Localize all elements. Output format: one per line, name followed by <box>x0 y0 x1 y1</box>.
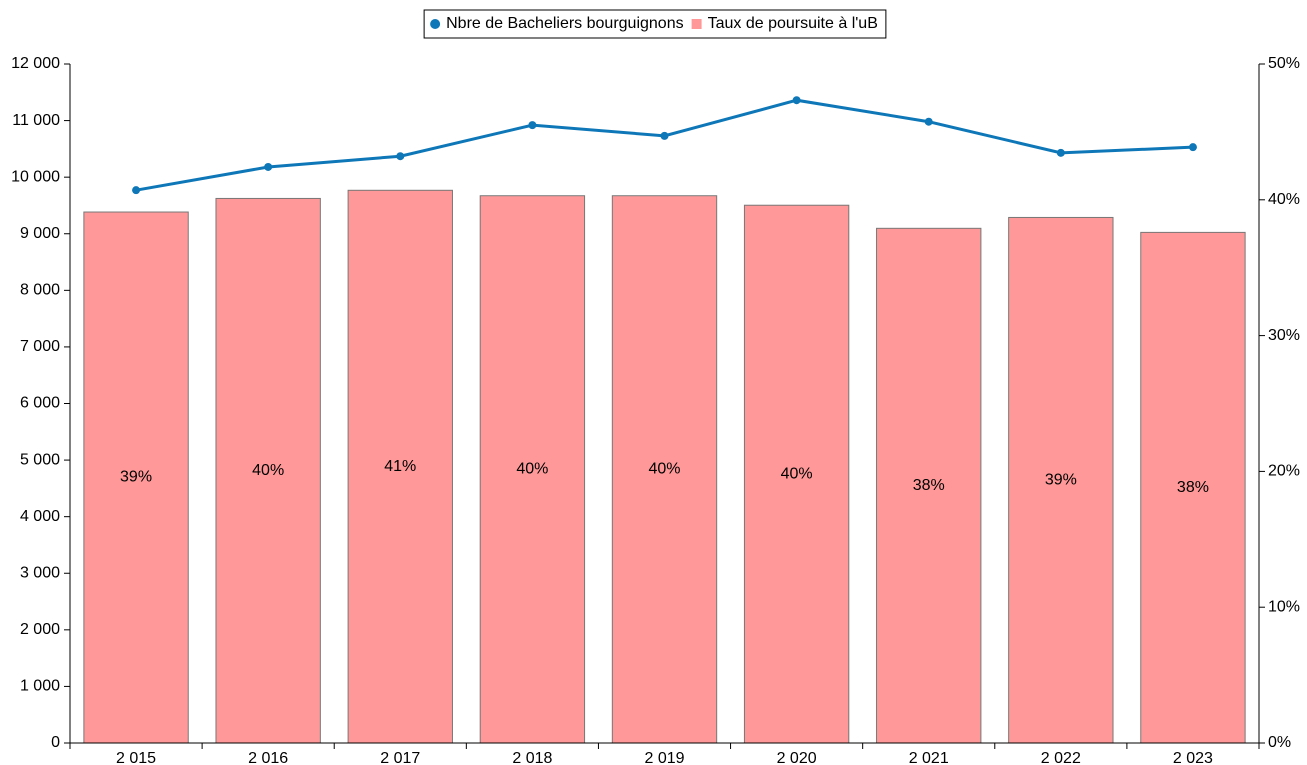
bar <box>83 211 189 744</box>
y-tick-label: 11 000 <box>12 112 60 129</box>
point <box>792 96 801 105</box>
data-label: 40% <box>781 465 813 482</box>
data-label: 40% <box>648 461 680 478</box>
y-tick-label: 1 000 <box>20 678 60 695</box>
legend-marker <box>691 19 702 29</box>
y-tick-label: 3 000 <box>20 564 60 581</box>
data-label: 39% <box>1045 471 1077 488</box>
y-tick-label: 5 000 <box>20 451 60 468</box>
bar <box>347 189 453 744</box>
bar <box>479 195 586 744</box>
point <box>924 117 933 126</box>
data-label: 40% <box>252 462 284 479</box>
y-tick-label: 10 000 <box>11 168 60 185</box>
x-tick-label: 2 021 <box>909 750 949 765</box>
y-tick-label: 2 000 <box>20 621 60 638</box>
y2-tick-label: 30% <box>1268 327 1300 344</box>
legend <box>423 9 887 39</box>
data-label: 41% <box>384 458 416 475</box>
legend-label: Taux de poursuite à l'uB <box>708 15 878 32</box>
y-tick-label: 6 000 <box>20 395 60 412</box>
y-tick-label: 7 000 <box>20 338 60 355</box>
x-tick-label: 2 015 <box>116 750 156 765</box>
point <box>1056 148 1065 157</box>
point <box>660 131 669 140</box>
x-tick-label: 2 018 <box>512 750 552 765</box>
bar <box>1008 216 1114 744</box>
point <box>132 186 141 195</box>
y2-tick-label: 40% <box>1268 191 1300 208</box>
data-label: 38% <box>913 477 945 494</box>
legend-marker <box>430 19 441 29</box>
bar <box>876 227 982 744</box>
x-tick-label: 2 023 <box>1173 750 1213 765</box>
y2-tick-label: 10% <box>1268 598 1300 615</box>
y-tick-label: 0 <box>51 734 60 751</box>
data-label: 39% <box>120 469 152 486</box>
y2-tick-label: 50% <box>1268 55 1300 72</box>
y-tick-label: 4 000 <box>20 508 60 525</box>
point <box>396 152 405 161</box>
x-tick-label: 2 022 <box>1041 750 1081 765</box>
point <box>528 121 537 130</box>
bar <box>1140 231 1246 744</box>
y-tick-label: 8 000 <box>20 282 60 299</box>
point <box>264 162 273 171</box>
x-tick-label: 2 016 <box>248 750 288 765</box>
data-label: 38% <box>1177 479 1209 496</box>
bar <box>743 204 850 744</box>
legend-label: Nbre de Bacheliers bourguignons <box>446 15 683 32</box>
point <box>1188 143 1197 152</box>
x-tick-label: 2 020 <box>777 750 817 765</box>
line <box>135 98 1194 192</box>
data-label: 40% <box>516 461 548 478</box>
x-tick-label: 2 017 <box>380 750 420 765</box>
x-tick-label: 2 019 <box>644 750 684 765</box>
bar <box>215 197 321 744</box>
y2-tick-label: 0% <box>1268 734 1291 751</box>
y-tick-label: 12 000 <box>11 55 60 72</box>
y2-tick-label: 20% <box>1268 463 1300 480</box>
y-tick-label: 9 000 <box>20 225 60 242</box>
